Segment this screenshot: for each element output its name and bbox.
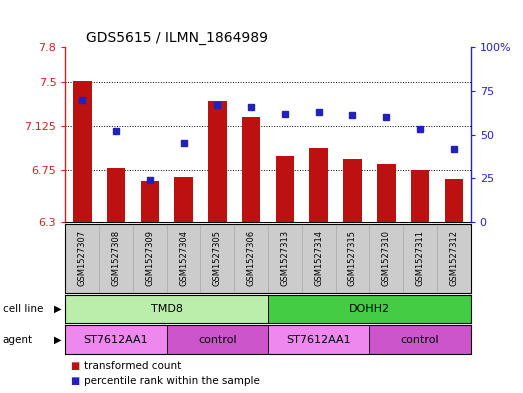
Bar [107,168,126,222]
Text: ■: ■ [71,376,80,386]
Text: control: control [198,334,237,345]
Bar [276,156,294,222]
Bar [437,224,471,293]
Bar [167,224,200,293]
Text: GSM1527314: GSM1527314 [314,230,323,285]
Bar [445,179,463,222]
Text: GSM1527309: GSM1527309 [145,230,154,285]
Text: GSM1527313: GSM1527313 [280,230,289,286]
Text: GSM1527307: GSM1527307 [78,230,87,286]
Bar [403,224,437,293]
Text: TMD8: TMD8 [151,304,183,314]
Text: percentile rank within the sample: percentile rank within the sample [84,376,259,386]
Bar [268,224,302,293]
Bar [411,170,429,222]
Text: transformed count: transformed count [84,361,181,371]
Bar [336,224,369,293]
Text: GSM1527304: GSM1527304 [179,230,188,285]
Bar [310,148,328,222]
Text: control: control [401,334,439,345]
Bar [65,295,268,323]
Bar [167,325,268,354]
Text: agent: agent [3,334,33,345]
Text: GSM1527315: GSM1527315 [348,230,357,285]
Text: cell line: cell line [3,304,43,314]
Bar [369,224,403,293]
Bar [242,117,260,222]
Text: GSM1527311: GSM1527311 [416,230,425,285]
Bar [377,164,395,222]
Text: GSM1527308: GSM1527308 [111,230,120,286]
Bar [302,224,336,293]
Text: GSM1527310: GSM1527310 [382,230,391,285]
Text: ▶: ▶ [54,334,61,345]
Bar [133,224,167,293]
Text: DOHH2: DOHH2 [349,304,390,314]
Text: GSM1527306: GSM1527306 [247,230,256,286]
Text: GSM1527312: GSM1527312 [449,230,458,285]
Bar [99,224,133,293]
Bar [343,158,362,222]
Bar [141,181,159,222]
Text: GSM1527305: GSM1527305 [213,230,222,285]
Bar [268,325,369,354]
Text: ST7612AA1: ST7612AA1 [287,334,351,345]
Bar [234,224,268,293]
Text: ■: ■ [71,361,80,371]
Bar [208,101,226,222]
Bar [369,325,471,354]
Bar [65,224,99,293]
Bar [73,81,92,222]
Bar [65,325,167,354]
Bar [268,295,471,323]
Text: ST7612AA1: ST7612AA1 [84,334,149,345]
Text: GDS5615 / ILMN_1864989: GDS5615 / ILMN_1864989 [86,31,268,45]
Bar [174,176,193,222]
Bar [200,224,234,293]
Text: ▶: ▶ [54,304,61,314]
